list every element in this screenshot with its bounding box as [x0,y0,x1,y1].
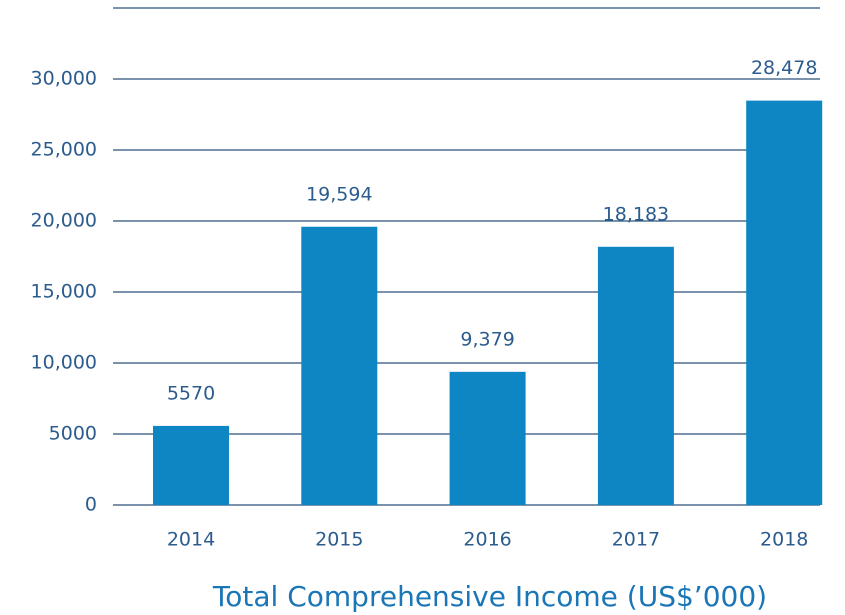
y-tick-label: 20,000 [31,210,97,232]
data-label: 9,379 [460,328,514,350]
x-tick-label: 2014 [167,529,215,551]
chart-title: Total Comprehensive Income (US$’000) [212,580,767,613]
x-tick-label: 2015 [315,529,363,551]
data-label: 19,594 [306,183,372,205]
x-tick-label: 2017 [612,529,660,551]
data-label: 28,478 [751,57,817,79]
bar [746,100,823,505]
y-tick-label: 25,000 [31,139,97,161]
y-tick-label: 10,000 [31,352,97,374]
y-tick-label: 15,000 [31,281,97,303]
y-tick-label: 30,000 [31,68,97,90]
x-tick-label: 2018 [760,529,808,551]
data-label: 18,183 [603,203,669,225]
y-tick-label: 5000 [49,423,97,445]
bar [449,371,526,505]
bar [301,226,378,505]
data-label: 5570 [167,382,215,404]
x-tick-label: 2016 [463,529,511,551]
bar [153,425,229,505]
y-tick-label: 0 [85,494,97,516]
bar [597,246,674,506]
